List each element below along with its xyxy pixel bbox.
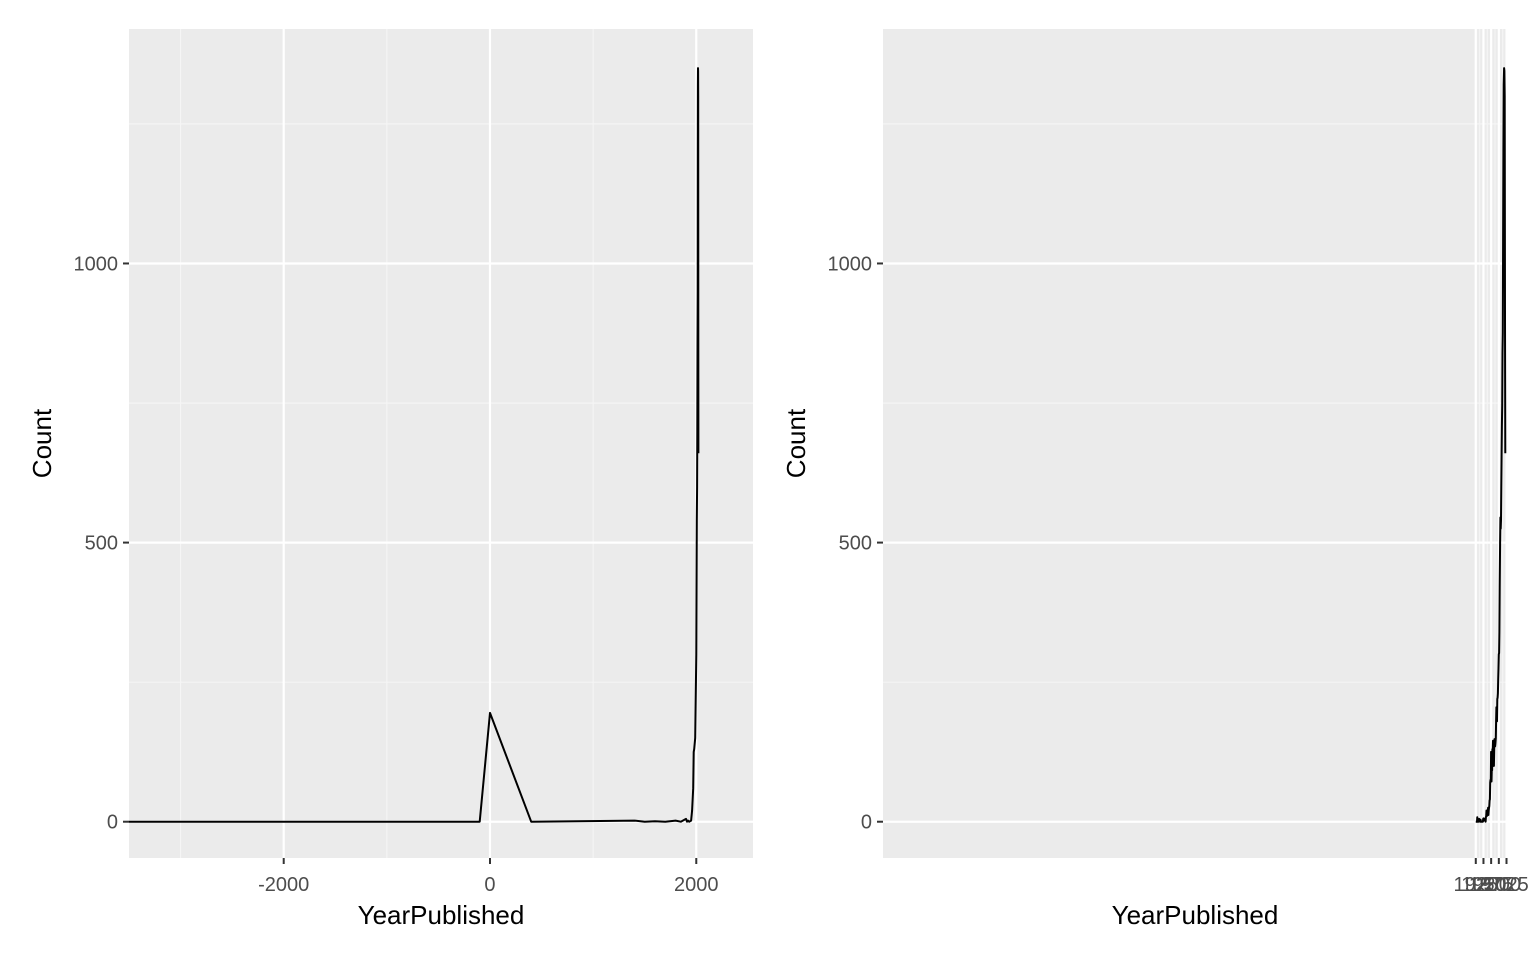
left-y-tick-label: 500 [85,533,118,555]
right-y-tick-label: 1000 [828,253,873,275]
left-series-layer [129,67,700,823]
left-axis-ticks [123,262,698,864]
right-y-tick-label: 500 [839,533,872,555]
right-y-tick-label: 0 [861,812,872,834]
left-x-tick-label: 0 [484,874,495,896]
right-x-tick-label: 1950 [1461,874,1506,896]
right-y-axis-title: Count [781,408,811,478]
right-series-layer [1475,67,1507,823]
left-y-tick-label: 0 [107,812,118,834]
left-series-line-0 [129,67,700,823]
right-x-tick-label: 1975 [1469,874,1514,896]
right-plot-background [883,29,1507,858]
left-x-tick-label: -2000 [258,874,309,896]
left-tick-labels: -2000 0 2000 0 500 1000 [74,253,719,896]
right-x-tick-label: 2025 [1484,874,1529,896]
left-plot-panel: -2000 0 2000 0 500 1000 YearPublished Count [27,29,753,930]
left-x-tick-label: 2000 [674,874,719,896]
left-y-tick-label: 1000 [74,253,119,275]
left-x-axis-title: YearPublished [358,900,525,930]
left-plot-background [129,29,753,858]
left-y-axis-title: Count [27,408,57,478]
right-series-line-0 [1475,67,1507,823]
left-minor-gridlines [129,29,753,858]
right-axis-ticks [877,262,1508,864]
right-major-gridlines [883,29,1508,858]
right-x-axis-title: YearPublished [1112,900,1279,930]
right-x-tick-label: 1925 [1454,874,1499,896]
right-x-tick-label: 2000 [1477,874,1522,896]
